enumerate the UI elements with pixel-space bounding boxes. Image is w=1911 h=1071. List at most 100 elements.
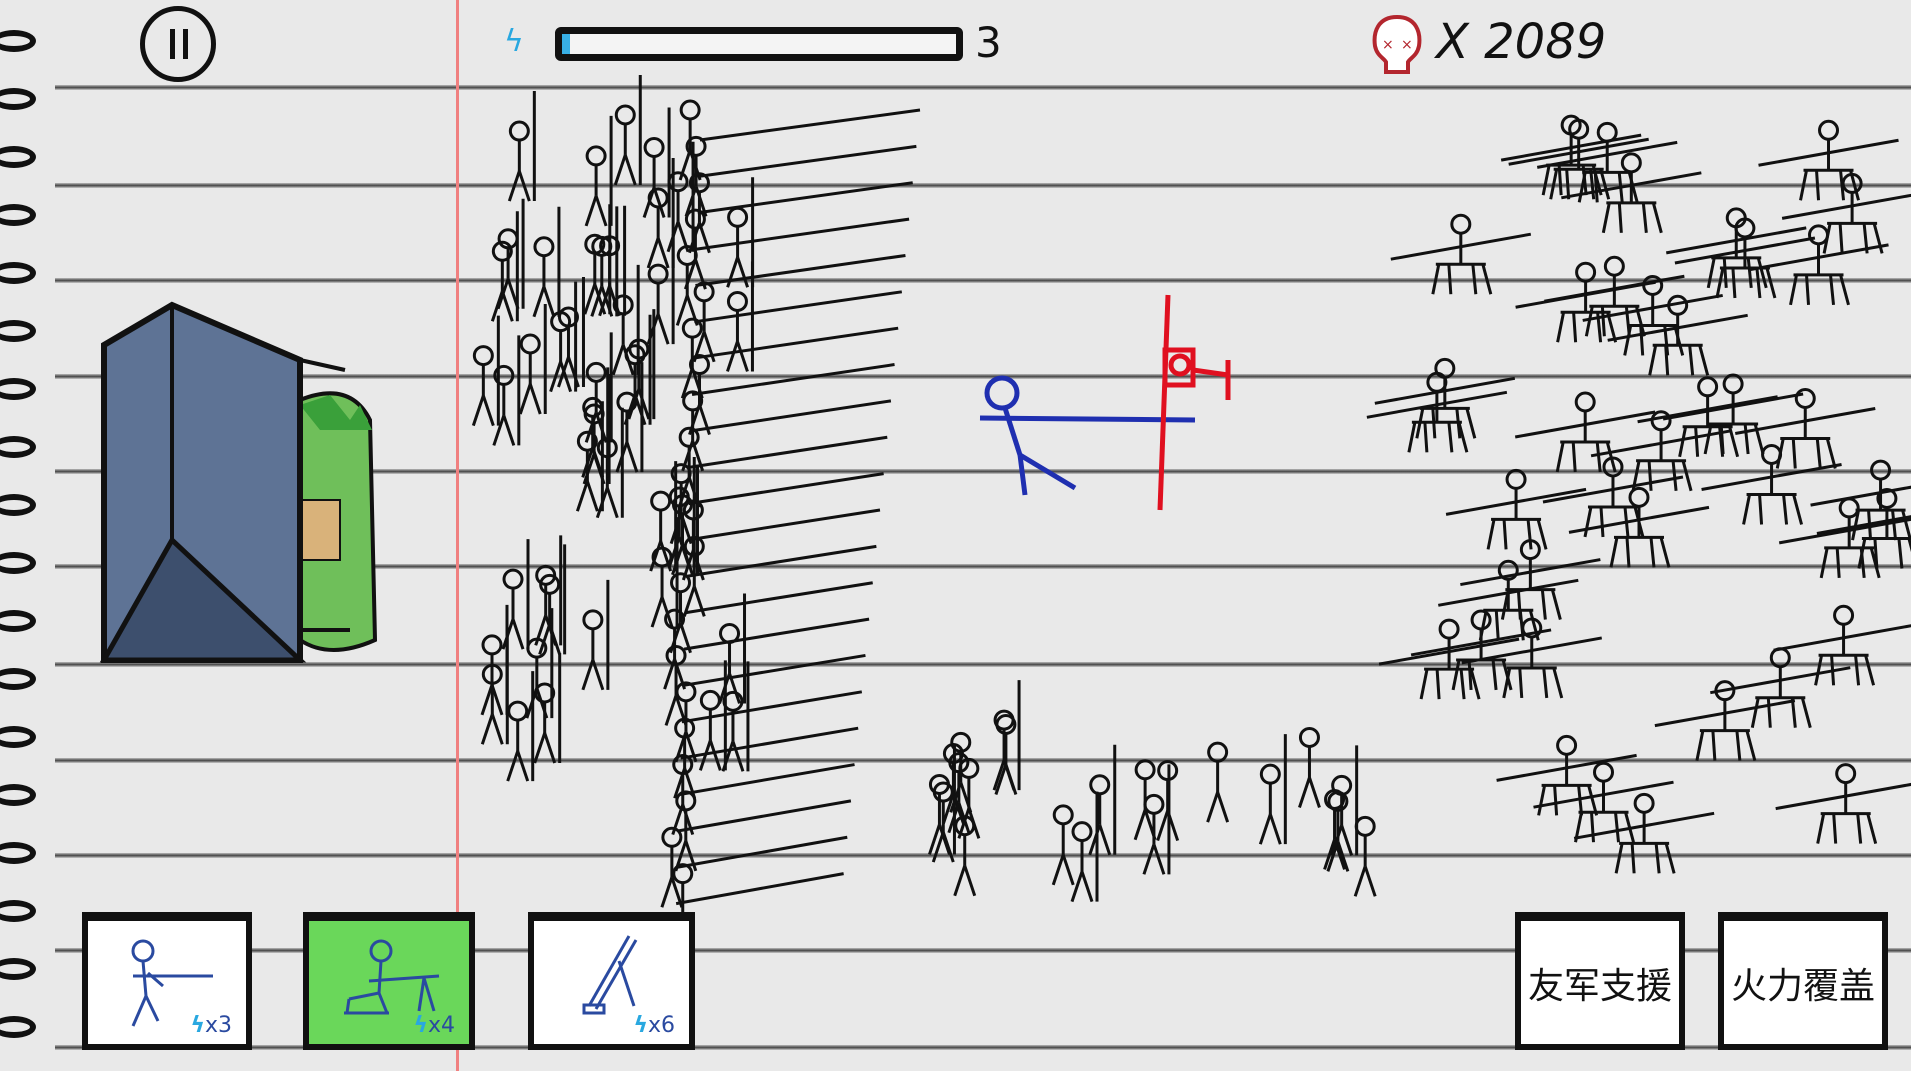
cavalry-soldier [1536,121,1678,203]
spiral-ring [0,1016,36,1038]
spear-soldier [1330,745,1359,856]
skull-icon: × × [1372,14,1422,74]
spear-soldier [1353,815,1377,897]
energy-bar [555,27,963,61]
paper-rule [55,853,1911,858]
cavalry-soldier [1775,763,1911,844]
spear-soldier [496,198,525,310]
spear [698,144,917,178]
spiral-ring [0,30,36,52]
spear-soldier [613,74,642,186]
cavalry-soldier [1637,376,1778,458]
mortar-icon [582,935,638,1015]
spiral-ring [0,494,36,516]
cost-value: x3 [204,1013,232,1038]
cavalry-soldier [1674,217,1816,299]
spear-soldier [1070,791,1099,903]
cavalry-soldier [1374,357,1516,439]
spear-soldier [992,680,1021,791]
cavalry-soldier [1810,459,1911,541]
spear-soldier [480,604,509,716]
spear-soldier [953,815,977,897]
lightning-bolt-icon: ϟ [504,24,524,59]
cavalry-soldier [1568,486,1710,568]
spear-soldier [534,535,563,646]
unit-card-rifleman[interactable]: ϟx3 [82,912,252,1050]
cavalry-soldier [1390,213,1532,295]
unit-card-machine-gunner[interactable]: ϟx4 [303,912,475,1050]
unit-card-mortar[interactable]: ϟx6 [528,912,695,1050]
energy-count: 3 [975,18,1002,67]
spiral-ring [0,900,36,922]
spear-soldier [507,91,536,202]
paper-rule [55,374,1911,379]
spear [690,399,892,433]
spiral-ring [0,552,36,574]
cavalry-soldier [1590,410,1732,492]
paper-rule [55,183,1911,188]
spear-soldier [492,335,521,446]
cost-label: ϟx6 [633,1013,675,1038]
machine-gunner-icon [344,939,440,1015]
spiral-ring [0,610,36,632]
cavalry-soldier [1514,391,1656,473]
cavalry-soldier [1710,647,1851,729]
tent [99,301,378,663]
spear-soldier [1051,804,1075,886]
svg-text:×: × [1401,37,1413,53]
spear [680,726,859,760]
spiral-ring [0,88,36,110]
cavalry-soldier [1607,294,1748,376]
spear-soldier [518,304,547,415]
fire-cover-button[interactable]: 火力覆盖 [1718,912,1888,1050]
allied-support-button[interactable]: 友军支援 [1515,912,1685,1050]
cavalry-soldier [1508,118,1649,200]
cavalry-soldier [1445,468,1587,550]
cavalry-soldier [1665,207,1807,289]
spiral-ring [0,378,36,400]
paper-rule [55,1045,1911,1050]
spear-soldier [1298,726,1321,808]
cost-label: ϟx4 [413,1013,455,1038]
spear-soldier [949,731,973,813]
paper-rule [55,758,1911,763]
spear-soldier [931,781,955,863]
rifleman-icon [131,939,213,1027]
cavalry-soldier [1758,119,1899,201]
cavalry-soldier [1500,114,1642,196]
spiral-ring [0,320,36,342]
cavalry-soldier [1734,387,1876,469]
spear-soldier [506,671,535,782]
spear [688,472,884,506]
player-stickman [979,375,1196,496]
pause-button[interactable] [140,6,216,82]
cavalry-soldier [1781,172,1911,254]
spear-soldier [581,579,610,691]
spear [691,363,895,397]
spear [675,872,844,906]
spear-soldier [650,517,679,628]
cavalry-soldier [1748,224,1889,306]
spear-soldier [726,261,754,372]
spiral-ring [0,784,36,806]
spiral-ring [0,262,36,284]
spear [679,763,855,797]
spiral-ring [0,668,36,690]
paper-rule [55,564,1911,569]
spiral-ring [0,842,36,864]
spear [692,326,899,360]
cavalry-soldier [1378,618,1520,700]
spear [681,690,863,724]
spear-soldier [1258,734,1287,845]
soldier-group [471,74,1911,945]
spear-soldier [1206,741,1230,823]
spear-soldier [490,211,519,322]
cavalry-soldier [1778,497,1911,579]
spear-soldier [501,539,530,650]
spear [697,181,913,215]
target-marker [1157,294,1231,511]
spear [678,799,852,833]
spear [686,544,877,578]
spear [682,653,866,687]
